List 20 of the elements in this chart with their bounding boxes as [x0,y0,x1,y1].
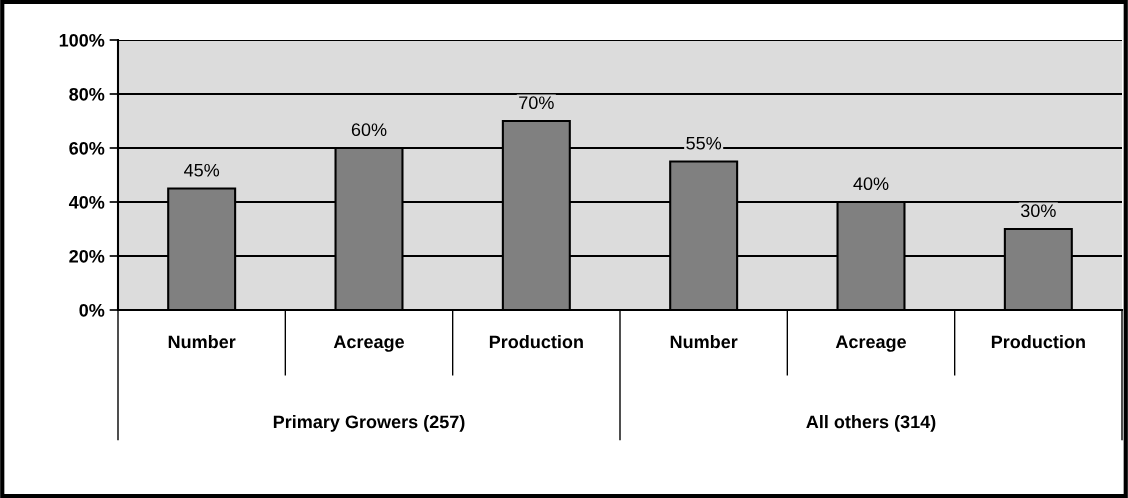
data-label: 30% [1020,204,1056,218]
data-label: 60% [351,123,387,137]
x-tick-label: Number [168,335,236,349]
data-label: 55% [686,136,722,150]
data-label: 70% [519,96,554,110]
text: Primary Growers (257) [273,414,465,432]
y-tick-label: 100% [59,33,105,47]
x-tick-label: Number [670,335,738,349]
x-tick-label: Production [489,335,583,349]
y-tick-label: 60% [69,141,105,155]
x-tick-label: Acreage [333,335,405,352]
x-tick-label: Acreage [835,335,907,352]
data-label: 45% [184,163,220,177]
data-label: 40% [853,177,889,191]
y-tick-label: 80% [69,87,105,101]
y-tick-label: 40% [68,195,105,209]
x-tick-label: Production [991,335,1085,349]
text: All others (314) [806,414,936,432]
y-tick-label: 20% [69,249,105,263]
y-tick-label: 0% [79,303,105,317]
